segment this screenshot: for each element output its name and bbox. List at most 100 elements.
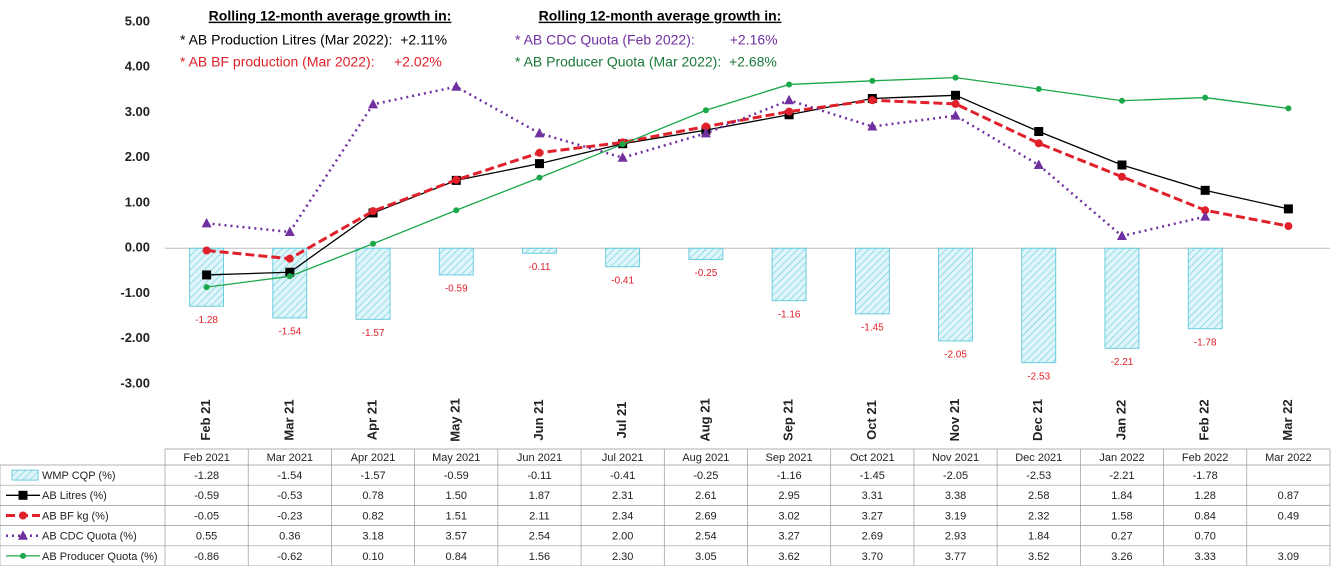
table-cell: 2.31 [612, 490, 633, 502]
legend-marker [20, 552, 26, 559]
annotation-title: Rolling 12-month average growth in: [209, 8, 452, 24]
table-cell: 0.78 [362, 490, 383, 502]
table-header: Nov 2021 [932, 452, 979, 464]
y-tick-label: 0.00 [125, 240, 150, 255]
table-cell: 0.36 [279, 531, 300, 543]
x-tick-label: Oct 21 [864, 400, 879, 440]
table-header: Jul 2021 [602, 452, 644, 464]
table-cell: 0.55 [196, 531, 217, 543]
series-marker [203, 284, 210, 291]
table-cell: 3.27 [778, 531, 799, 543]
table-header: Mar 2022 [1265, 452, 1311, 464]
bar-label: -0.11 [528, 262, 550, 273]
table-cell: 0.87 [1278, 490, 1299, 502]
series-marker [451, 81, 462, 91]
table-cell: 3.38 [945, 490, 966, 502]
table-cell: -0.59 [194, 490, 219, 502]
series-marker [535, 148, 544, 157]
table-cell: 3.31 [862, 490, 883, 502]
series-marker [951, 90, 961, 100]
bar [1021, 247, 1057, 364]
series-marker [1202, 94, 1209, 101]
legend-marker [18, 490, 28, 500]
table-header: Oct 2021 [850, 452, 895, 464]
table-cell: -1.57 [360, 470, 385, 482]
table-cell: 2.00 [612, 531, 633, 543]
table-cell: 2.11 [529, 510, 550, 522]
series-marker [619, 141, 626, 148]
bar-label: -0.41 [611, 275, 634, 286]
series-marker [786, 81, 793, 88]
series-marker [1283, 204, 1293, 214]
bar-label: -1.57 [362, 328, 385, 339]
table-header: Feb 2022 [1182, 452, 1228, 464]
series-marker [286, 273, 293, 280]
bar-label: -2.05 [944, 350, 967, 361]
series-marker [1284, 222, 1293, 231]
table-header: Jan 2022 [1099, 452, 1144, 464]
series-marker [368, 98, 379, 109]
table-cell: 2.93 [945, 531, 966, 543]
table-header: Dec 2021 [1015, 452, 1062, 464]
annotation-title: Rolling 12-month average growth in: [539, 8, 782, 24]
series-marker [284, 226, 295, 236]
series-marker [201, 217, 212, 228]
table-cell: 1.56 [529, 551, 550, 563]
table-cell: 3.70 [862, 551, 883, 563]
legend-marker [18, 530, 28, 540]
x-tick-label: Apr 21 [364, 400, 379, 440]
table-cell: -0.53 [277, 490, 302, 502]
table-cell: -1.78 [1193, 470, 1218, 482]
bar-label: -1.28 [195, 315, 218, 326]
series-marker [1200, 211, 1211, 221]
table-cell: -0.59 [444, 470, 469, 482]
bar [355, 247, 391, 320]
series-marker [1117, 172, 1126, 181]
table-cell: -2.21 [1109, 470, 1134, 482]
legend-label: AB Litres (%) [42, 490, 107, 502]
x-tick-label: Jul 21 [614, 402, 629, 439]
y-tick-label: 3.00 [125, 104, 150, 119]
table-cell: -1.45 [860, 470, 885, 482]
table-cell: 0.10 [362, 551, 383, 563]
table-cell: 2.32 [1028, 510, 1049, 522]
table-cell: 3.27 [862, 510, 883, 522]
bar-label: -1.16 [778, 309, 801, 320]
bar-label: -1.54 [278, 327, 301, 338]
annotation-line: * AB Production Litres (Mar 2022): +2.11… [180, 32, 447, 48]
table-cell: 1.84 [1028, 531, 1049, 543]
table-cell: 1.51 [446, 510, 467, 522]
legend-swatch [11, 469, 39, 481]
bar [522, 247, 557, 254]
annotation-line: * AB BF production (Mar 2022): +2.02% [180, 54, 442, 70]
series-marker [534, 127, 545, 138]
bar [1104, 247, 1140, 349]
bar [438, 247, 474, 276]
table-cell: -0.11 [527, 470, 551, 482]
series-marker [702, 107, 709, 114]
bar-label: -1.45 [861, 323, 884, 334]
table-cell: 2.69 [862, 531, 883, 543]
table-cell: 1.58 [1111, 510, 1132, 522]
table-header: Sep 2021 [766, 452, 813, 464]
table-cell: 2.69 [695, 510, 716, 522]
table-cell: -0.23 [277, 510, 302, 522]
table-cell: 3.09 [1278, 551, 1299, 563]
bar-label: -2.53 [1027, 371, 1050, 382]
x-tick-label: Sep 21 [781, 399, 796, 441]
table-cell: 0.49 [1278, 510, 1299, 522]
table-header: Feb 2021 [183, 452, 229, 464]
annotation-line: * AB Producer Quota (Mar 2022): +2.68% [515, 54, 777, 70]
bar [688, 247, 724, 260]
legend-label: AB CDC Quota (%) [42, 531, 137, 543]
table-cell: 1.87 [529, 490, 550, 502]
y-tick-label: 2.00 [125, 149, 150, 164]
series-marker [534, 159, 544, 169]
table-header: Apr 2021 [351, 452, 396, 464]
series-marker [784, 94, 795, 105]
series-marker [785, 107, 794, 116]
y-tick-label: -1.00 [120, 285, 150, 300]
table-cell: 3.52 [1028, 551, 1049, 563]
table-header: Jun 2021 [517, 452, 562, 464]
table-cell: 0.84 [446, 551, 467, 563]
